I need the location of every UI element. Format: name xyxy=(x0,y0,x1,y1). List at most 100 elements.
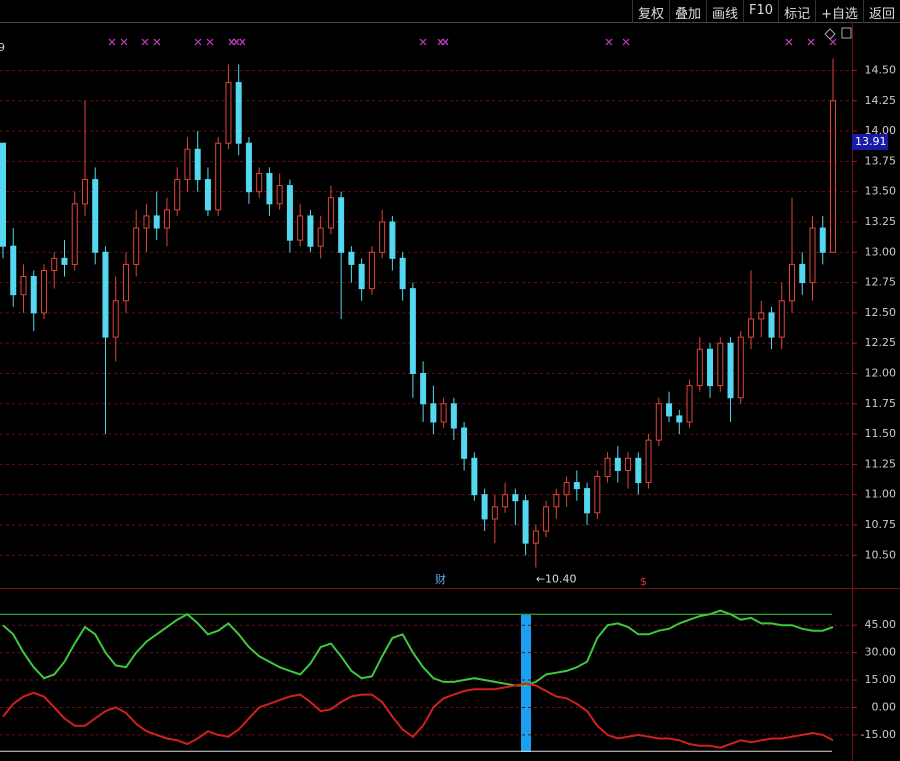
candle-body xyxy=(276,185,283,205)
candle-body xyxy=(799,263,806,284)
candle-body xyxy=(737,336,744,399)
y-tick-label: 10.50 xyxy=(865,548,897,561)
candle-body xyxy=(748,318,755,338)
toolbar-button[interactable]: F10 xyxy=(743,0,778,22)
candle-body xyxy=(655,403,662,441)
y-tick-label: 13.75 xyxy=(865,154,897,167)
candle-body xyxy=(102,251,109,338)
indicator-line xyxy=(2,609,834,687)
candle-body xyxy=(686,385,693,423)
candle-body xyxy=(532,530,539,544)
candle-body xyxy=(61,257,68,265)
candle-body xyxy=(245,142,252,193)
toolbar-button[interactable]: 返回 xyxy=(862,0,900,22)
panel-icon xyxy=(841,27,852,39)
candle-body xyxy=(338,197,345,253)
candle-body xyxy=(666,403,673,417)
dollar-marker: $ xyxy=(640,575,647,588)
y-tick-label: 10.75 xyxy=(865,518,897,531)
candle-body xyxy=(553,494,560,508)
candle-body xyxy=(604,457,611,477)
y-tick-label: 14.25 xyxy=(865,94,897,107)
candle-body xyxy=(758,312,765,320)
y-tick-label: 11.25 xyxy=(865,457,897,470)
y-tick-label: 11.00 xyxy=(865,488,897,501)
candle-body xyxy=(727,342,734,399)
candle-body xyxy=(819,227,826,253)
candle-body xyxy=(225,82,232,144)
candle-body xyxy=(696,348,703,387)
candle-body xyxy=(204,179,211,211)
candle-body xyxy=(133,227,140,265)
candle-body xyxy=(358,263,365,290)
candle-body xyxy=(194,148,201,181)
toolbar-button[interactable]: +自选 xyxy=(815,0,863,22)
candle-body xyxy=(215,142,222,211)
candle-body xyxy=(573,482,580,490)
candle-body xyxy=(317,227,324,247)
corner-label: 9 xyxy=(0,41,5,54)
candle-body xyxy=(40,269,47,314)
candle-body xyxy=(512,494,519,502)
candle-body xyxy=(789,263,796,302)
y-tick-label: 12.25 xyxy=(865,336,897,349)
toolbar-button[interactable]: 画线 xyxy=(706,0,743,22)
candle-body xyxy=(563,482,570,496)
low-label: ←10.40 xyxy=(536,572,577,585)
candle-body xyxy=(163,209,170,229)
candle-body xyxy=(81,179,88,205)
finance-marker: 财 xyxy=(435,572,446,586)
toolbar-button[interactable]: 叠加 xyxy=(669,0,706,22)
candle-body xyxy=(461,427,468,459)
candle-body xyxy=(174,179,181,211)
diamond-icon xyxy=(824,28,836,40)
candle-body xyxy=(491,506,498,520)
candle-body xyxy=(112,300,119,338)
y-tick-label: -15.00 xyxy=(861,728,896,741)
candle-body xyxy=(235,82,242,144)
candle-body xyxy=(768,312,775,338)
candle-body xyxy=(368,251,375,290)
candle-body xyxy=(594,475,601,514)
candle-body xyxy=(450,403,457,429)
toolbar: 复权 叠加 画线 F10 标记 +自选 返回 xyxy=(631,0,900,22)
toolbar-button[interactable]: 标记 xyxy=(778,0,815,22)
candle-body xyxy=(584,488,591,514)
y-tick-label: 12.75 xyxy=(865,276,897,289)
candle-body xyxy=(256,172,263,193)
candle-body xyxy=(20,276,27,296)
indicator-line xyxy=(2,682,834,749)
y-tick-label: 13.25 xyxy=(865,215,897,228)
candle-body xyxy=(430,403,437,423)
candle-body xyxy=(297,215,304,241)
y-tick-label: 15.00 xyxy=(865,673,897,686)
candle-body xyxy=(286,185,293,241)
y-tick-label: 11.75 xyxy=(865,397,897,410)
y-tick-label: 13.00 xyxy=(865,245,897,258)
candle-body xyxy=(522,500,529,544)
current-price-box xyxy=(852,133,888,150)
candle-body xyxy=(389,221,396,259)
candle-body xyxy=(502,494,509,508)
candle-body xyxy=(645,439,652,484)
candle-body xyxy=(717,342,724,387)
candle-body xyxy=(614,457,621,471)
candle-body xyxy=(471,457,478,496)
candle-body xyxy=(71,203,78,265)
candle-body xyxy=(30,276,37,314)
y-tick-label: 14.00 xyxy=(865,124,897,137)
y-tick-label: 14.50 xyxy=(865,63,897,76)
candle-body xyxy=(543,506,550,532)
toolbar-button[interactable]: 复权 xyxy=(631,0,669,22)
candle-body xyxy=(307,215,314,247)
candle-body xyxy=(409,288,416,374)
candle-body xyxy=(440,403,447,423)
candle-body xyxy=(778,300,785,338)
signal-markers xyxy=(108,38,837,46)
candle-body xyxy=(399,257,406,290)
candle-body xyxy=(830,100,836,253)
candle-body xyxy=(92,179,99,253)
candle-body xyxy=(676,415,683,423)
